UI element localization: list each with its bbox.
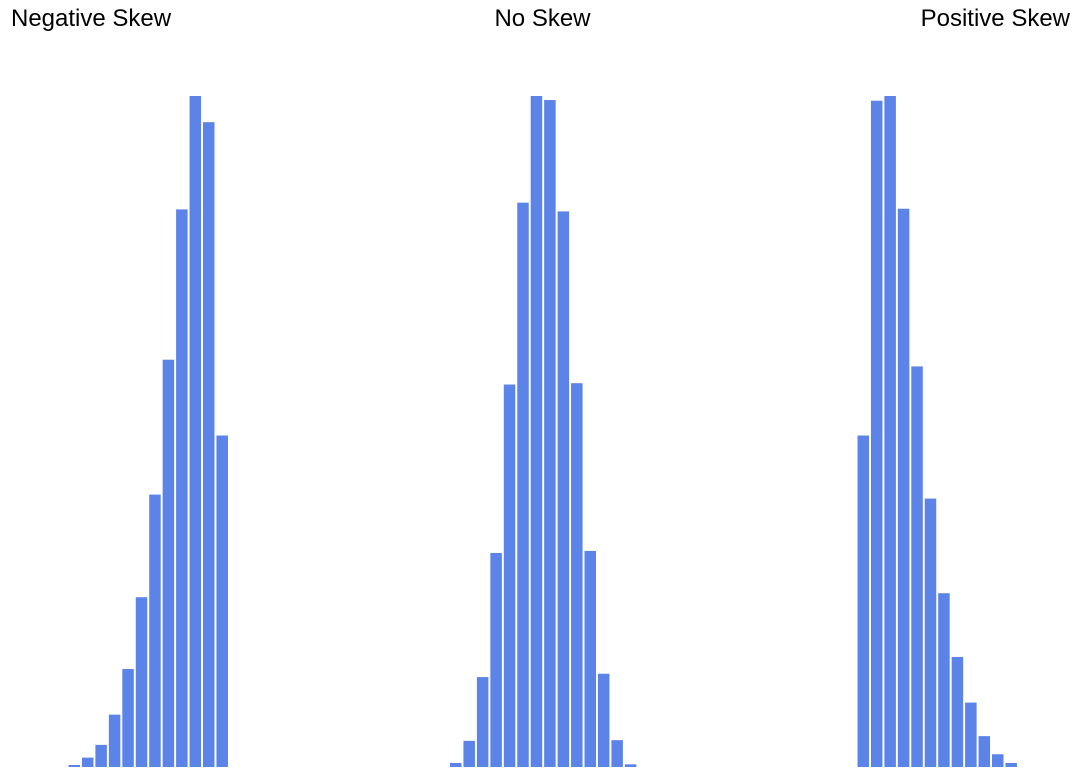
bar-no-skew-2 (463, 740, 475, 767)
bar-negative-skew-8 (162, 359, 175, 767)
bar-positive-skew-9 (965, 702, 977, 767)
bar-no-skew-13 (611, 740, 623, 767)
chart-title-positive-skew: Positive Skew (920, 5, 1070, 32)
bar-negative-skew-11 (203, 122, 215, 768)
bar-positive-skew-12 (1005, 762, 1017, 767)
bar-positive-skew-7 (938, 593, 950, 767)
bar-no-skew-8 (544, 100, 556, 767)
bar-no-skew-3 (476, 677, 489, 767)
bar-negative-skew-5 (122, 669, 134, 767)
bar-no-skew-4 (490, 552, 502, 767)
histogram-negative-skew (68, 96, 228, 768)
bar-positive-skew-10 (978, 736, 991, 767)
bar-positive-skew-1 (857, 435, 869, 767)
bar-negative-skew-9 (176, 209, 188, 767)
chart-title-negative-skew: Negative Skew (11, 5, 172, 32)
bar-no-skew-7 (530, 96, 543, 767)
chart-title-no-skew: No Skew (494, 5, 591, 32)
bar-negative-skew-1 (68, 764, 80, 767)
bar-positive-skew-2 (870, 100, 883, 767)
histogram-no-skew (450, 96, 637, 767)
bar-positive-skew-8 (951, 656, 964, 767)
bar-negative-skew-10 (189, 96, 202, 767)
bar-positive-skew-6 (924, 498, 937, 767)
bar-positive-skew-5 (911, 366, 923, 767)
bar-no-skew-1 (450, 762, 462, 767)
bar-negative-skew-4 (108, 714, 121, 767)
bar-no-skew-9 (557, 211, 570, 767)
bar-negative-skew-12 (216, 435, 228, 767)
bar-no-skew-14 (624, 764, 637, 767)
bar-negative-skew-2 (81, 757, 94, 767)
histogram-positive-skew (857, 96, 1017, 768)
bar-positive-skew-3 (884, 96, 896, 767)
bar-positive-skew-11 (992, 754, 1004, 767)
bar-no-skew-5 (503, 384, 516, 767)
bar-negative-skew-6 (135, 597, 148, 767)
bar-negative-skew-3 (95, 744, 107, 767)
bar-no-skew-10 (571, 383, 583, 767)
bar-negative-skew-7 (149, 494, 161, 767)
bar-no-skew-11 (584, 550, 596, 767)
bar-no-skew-12 (597, 673, 610, 767)
bar-positive-skew-4 (897, 208, 910, 768)
bar-no-skew-6 (517, 202, 529, 767)
